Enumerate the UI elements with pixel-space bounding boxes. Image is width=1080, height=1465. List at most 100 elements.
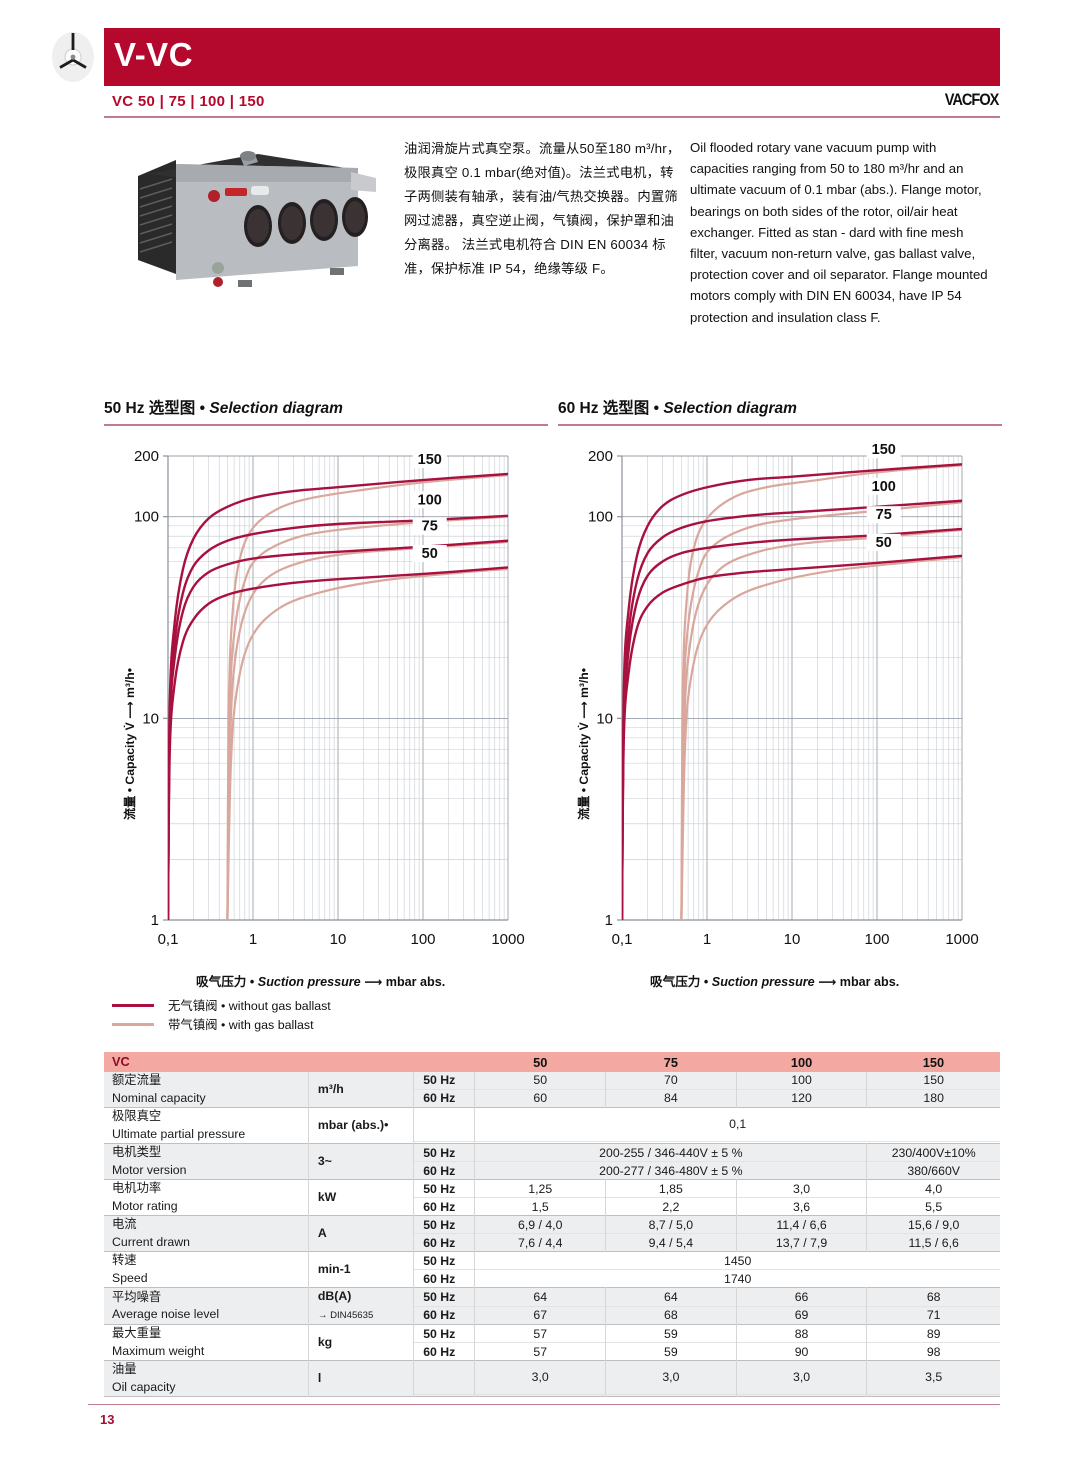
table-column-header-100: 100: [736, 1052, 867, 1072]
svg-text:10: 10: [784, 931, 801, 948]
table-row-label-cn: 额定流量: [112, 1073, 162, 1087]
svg-text:100: 100: [410, 931, 435, 948]
header-banner: [104, 28, 1000, 86]
table-row: 平均噪音 Average noise level dB(A) → DIN45635 50…: [104, 1287, 1000, 1325]
table-frequency-cell: 50 Hz: [413, 1287, 476, 1306]
table-row-label: 极限真空 Ultimate partial pressure: [104, 1107, 309, 1144]
svg-text:0,1: 0,1: [158, 931, 179, 948]
table-frequency-cell: 60 Hz: [413, 1306, 476, 1325]
table-row-unit-value: kg: [317, 1334, 333, 1349]
table-row-label: 电机功率 Motor rating: [104, 1179, 309, 1216]
table-frequency-cell: 50 Hz: [413, 1324, 476, 1343]
table-row-label-en: Nominal capacity: [112, 1090, 206, 1105]
table-value-span: 0,1: [729, 1117, 747, 1132]
table-row-label-cn: 平均噪音: [112, 1289, 162, 1304]
table-frequency-cell: 50 Hz: [413, 1251, 476, 1270]
table-value-cell: 57: [474, 1324, 607, 1343]
table-value-cell: 3,6: [736, 1197, 868, 1216]
specification-table: VC 50 75 100 150 额定流量 Nominal capacity m³/h 50 H…: [104, 1052, 1000, 1397]
diagram-60hz-heading-cn: 60 Hz 选型图: [558, 400, 650, 417]
table-row-unit: m³/h: [308, 1072, 415, 1108]
table-value-cell: 84: [605, 1089, 737, 1108]
chart-50hz-xaxis-label: 吸气压力 • Suction pressure ⟶ mbar abs.: [196, 975, 446, 989]
table-frequency-cell: [413, 1107, 476, 1142]
svg-text:1000: 1000: [491, 931, 524, 948]
svg-text:10: 10: [330, 931, 347, 948]
header-divider: [104, 116, 1000, 118]
table-value-cell: 11,5 / 6,6: [908, 1235, 959, 1250]
chart-50hz-xaxis-en: Suction pressure: [257, 975, 361, 989]
legend-label-without-ballast-en: without gas ballast: [228, 999, 331, 1013]
table-frequency-cell: 50 Hz: [413, 1143, 476, 1162]
table-frequency-cell: [413, 1360, 476, 1395]
table-row-unit: 3~: [308, 1143, 415, 1180]
legend-swatch-with-ballast: [112, 1023, 154, 1026]
intro-text-english: Oil flooded rotary vane vacuum pump with…: [690, 140, 988, 325]
table-row-unit-value: m³/h: [317, 1081, 344, 1096]
table-value-cell: 100: [736, 1072, 868, 1090]
table-value-cell: 88: [736, 1324, 868, 1343]
table-row-label-en: Ultimate partial pressure: [112, 1126, 246, 1141]
legend-label-with-ballast-en: with gas ballast: [228, 1018, 314, 1032]
table-row-unit-value: kW: [317, 1189, 337, 1204]
table-row-unit: dB(A) → DIN45635: [308, 1287, 415, 1325]
diagram-50hz-divider: [104, 424, 548, 426]
table-column-header-150: 150: [866, 1052, 1000, 1072]
table-column-header-75: 75: [605, 1052, 737, 1072]
svg-text:150: 150: [418, 452, 442, 468]
table-value-cell: 98: [926, 1344, 941, 1359]
table-row-label-en: Motor version: [112, 1162, 187, 1177]
table-row-unit-value: mbar (abs.)•: [317, 1117, 389, 1132]
svg-text:100: 100: [134, 509, 159, 526]
table-row-label-cn: 电机类型: [112, 1145, 162, 1159]
table-value-cell: 66: [736, 1287, 868, 1306]
table-row-label-en: Oil capacity: [112, 1379, 176, 1394]
table-value-cell: 68: [605, 1306, 737, 1325]
table-value-cell: [474, 1394, 607, 1397]
table-value-cell: 57: [474, 1342, 607, 1361]
svg-text:1: 1: [703, 931, 711, 948]
legend-item-without-ballast: 无气镇阀 • without gas ballast: [112, 996, 512, 1015]
model-range-subtitle: VC 50 | 75 | 100 | 150: [112, 93, 265, 110]
table-value-cell: 1,5: [474, 1197, 607, 1216]
legend-item-with-ballast: 带气镇阀 • with gas ballast: [112, 1015, 512, 1034]
svg-text:200: 200: [588, 448, 613, 465]
table-frequency-cell: 50 Hz: [413, 1072, 476, 1090]
table-value-cell: 6,9 / 4,0: [474, 1215, 607, 1234]
svg-text:10: 10: [142, 710, 159, 727]
table-row-unit-value: min-1: [317, 1261, 351, 1276]
table-row-label: 转速 Speed: [104, 1251, 309, 1288]
table-value-cell: 9,4 / 5,4: [605, 1233, 737, 1252]
table-value-cell: 230/400V±10%: [891, 1145, 976, 1160]
table-row: 最大重量 Maximum weight kg 50 Hz 57 59 88 89: [104, 1324, 1000, 1361]
svg-text:75: 75: [422, 519, 438, 535]
table-value-cell: 64: [605, 1287, 737, 1306]
chart-60hz-xaxis-en: Suction pressure: [711, 975, 815, 989]
chart-legend: 无气镇阀 • without gas ballast 带气镇阀 • with g…: [112, 996, 512, 1034]
legend-swatch-without-ballast: [112, 1004, 154, 1007]
table-row-label: 平均噪音 Average noise level: [104, 1287, 309, 1325]
table-row-label-en: Speed: [112, 1270, 148, 1285]
table-value-cell: 89: [926, 1326, 941, 1341]
svg-text:1: 1: [605, 912, 613, 929]
table-value-span: 1450: [724, 1253, 752, 1268]
table-row-unit: A: [308, 1215, 415, 1252]
legend-label-with-ballast-cn: 带气镇阀: [168, 1018, 218, 1032]
table-value-cell: 4,0: [925, 1181, 943, 1196]
table-row-label-en: Motor rating: [112, 1198, 178, 1213]
table-value-cell: 3,5: [925, 1370, 943, 1385]
diagram-50hz-heading-cn: 50 Hz 选型图: [104, 400, 196, 417]
diagram-60hz-heading-en: Selection diagram: [663, 400, 797, 417]
chart-60hz-xaxis-cn: 吸气压力: [650, 975, 701, 989]
table-value-cell: 380/660V: [907, 1163, 961, 1178]
svg-text:100: 100: [864, 931, 889, 948]
table-row: [104, 1394, 1000, 1397]
table-row: 油量 Oil capacity l 3,0 3,0 3,0 3,5: [104, 1360, 1000, 1397]
chart-50hz: 200 100 10 1 0,1 1 10 100 1000 150 100 75 50: [104, 438, 554, 998]
diagram-60hz: 60 Hz 选型图 • Selection diagram 200 100 10 1 0…: [558, 396, 1008, 1036]
table-row: [104, 1141, 1000, 1144]
table-value-cell: 70: [605, 1072, 737, 1090]
table-corner-label: VC: [104, 1052, 475, 1072]
table-value-cell: 11,4 / 6,6: [736, 1215, 868, 1234]
